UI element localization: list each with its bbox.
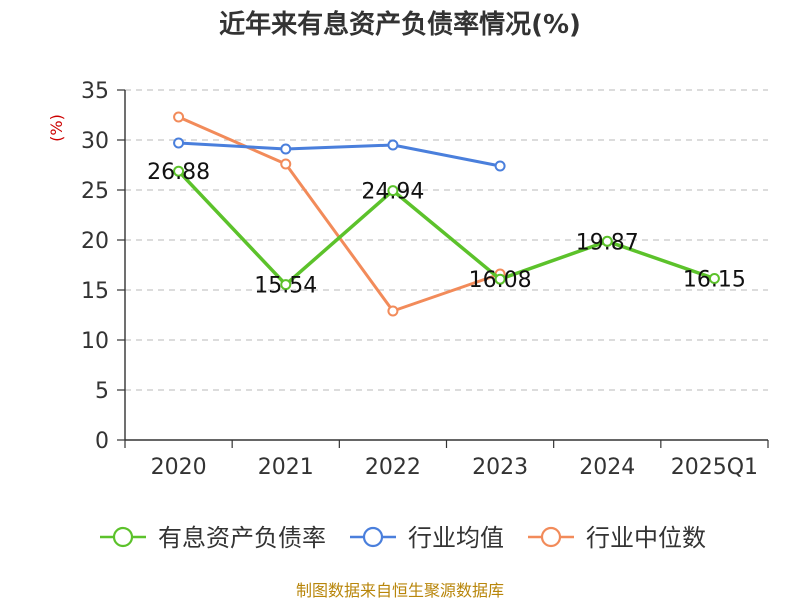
y-tick-label: 25 (81, 179, 109, 204)
axes: 0 5 10 15 20 25 30 35 2020 2021 2022 2023 2024 2025Q1 (81, 79, 769, 480)
series-2 (173, 111, 506, 317)
series-layer (173, 111, 720, 317)
data-label: 26.88 (147, 160, 210, 185)
data-point (494, 160, 506, 172)
data-labels: 26.88 15.54 24.94 16.08 19.87 16.15 (147, 160, 746, 298)
x-tick-label: 2022 (365, 455, 421, 480)
legend-label: 有息资产负债率 (158, 524, 326, 552)
series-line (178, 141, 501, 168)
data-point (387, 139, 399, 151)
x-tick-label: 2020 (151, 455, 207, 480)
data-label: 16.08 (469, 268, 532, 293)
y-tick-label: 15 (81, 279, 109, 304)
legend: 有息资产负债率 行业均值 行业中位数 (100, 524, 706, 552)
series-line (177, 169, 715, 287)
legend-label: 行业均值 (408, 524, 504, 552)
data-point (280, 143, 292, 155)
y-tick-label: 0 (95, 429, 109, 454)
grid (125, 89, 768, 391)
data-label: 15.54 (254, 274, 317, 299)
x-tick-label: 2023 (472, 455, 528, 480)
x-tick-label: 2021 (258, 455, 314, 480)
y-tick-label: 20 (81, 229, 109, 254)
data-point (280, 158, 292, 170)
data-point (387, 305, 399, 317)
legend-swatch-marker (112, 526, 134, 548)
data-point (601, 235, 613, 247)
data-label: 24.94 (361, 180, 424, 205)
data-label: 19.87 (576, 230, 639, 255)
y-tick-label: 5 (95, 379, 109, 404)
x-tick-label: 2024 (579, 455, 635, 480)
y-axis-label: (%) (47, 114, 66, 142)
legend-swatch-marker (362, 526, 384, 548)
data-point (173, 137, 185, 149)
legend-item: 有息资产负债率 (100, 524, 326, 552)
data-point (173, 111, 185, 123)
series-0 (173, 165, 720, 291)
data-point (387, 185, 399, 197)
data-point (280, 279, 292, 291)
legend-label: 行业中位数 (586, 524, 706, 552)
y-tick-label: 10 (81, 329, 109, 354)
chart-title: 近年来有息资产负债率情况(%) (219, 9, 581, 40)
data-label: 16.15 (683, 268, 746, 293)
legend-item: 行业中位数 (528, 524, 706, 552)
source-note: 制图数据来自恒生聚源数据库 (296, 581, 504, 600)
data-point (494, 273, 506, 285)
legend-swatch-marker (540, 526, 562, 548)
y-tick-label: 35 (81, 79, 109, 104)
legend-item: 行业均值 (350, 524, 504, 552)
x-tick-label: 2025Q1 (671, 455, 758, 480)
data-point (173, 165, 185, 177)
series-1 (173, 137, 506, 172)
data-point (708, 273, 720, 284)
y-tick-label: 30 (81, 129, 109, 154)
